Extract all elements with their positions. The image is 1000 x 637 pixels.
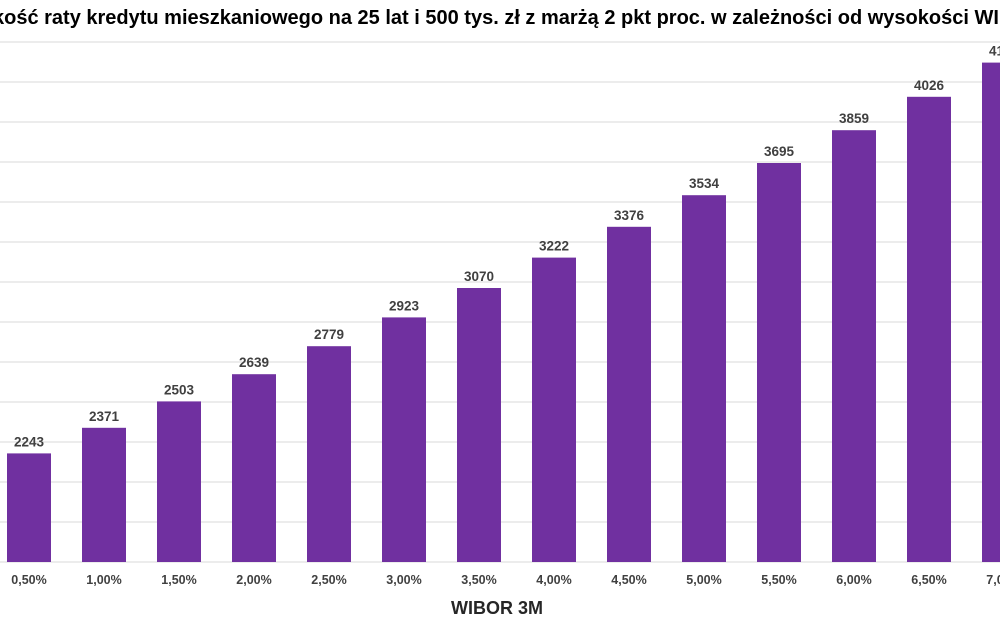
x-tick-label: 3,00% xyxy=(386,573,421,587)
data-label: 4197 xyxy=(989,44,1000,59)
bar xyxy=(232,374,276,562)
data-labels: 2243 2371 2503 2639 2779 2923 3070 3222 3376 3534… xyxy=(14,44,1000,450)
data-label: 2639 xyxy=(239,355,269,370)
bar xyxy=(7,453,51,562)
bar xyxy=(382,317,426,562)
data-label: 3376 xyxy=(614,208,645,223)
data-label: 3222 xyxy=(539,239,569,254)
x-tick-label: 1,50% xyxy=(161,573,196,587)
bar xyxy=(307,346,351,562)
bar xyxy=(682,195,726,562)
x-axis-label: WIBOR 3M xyxy=(451,598,543,618)
chart-title: Wysokość raty kredytu mieszkaniowego na … xyxy=(0,7,1000,29)
bar xyxy=(907,96,951,563)
x-tick-label: 5,00% xyxy=(686,573,721,587)
data-label: 3859 xyxy=(839,111,869,126)
data-label: 2371 xyxy=(89,409,120,424)
data-label: 2923 xyxy=(389,298,420,313)
x-tick-label: 2,50% xyxy=(311,573,346,587)
data-label: 3695 xyxy=(764,144,795,159)
data-label: 3534 xyxy=(689,176,720,191)
x-tick-label: 4,00% xyxy=(536,573,571,587)
x-tick-label: 2,00% xyxy=(236,573,271,587)
data-label: 2779 xyxy=(314,327,344,342)
bar xyxy=(532,257,576,562)
data-label: 4026 xyxy=(914,78,945,93)
data-label: 2503 xyxy=(164,382,195,397)
bar xyxy=(832,130,876,562)
bar xyxy=(982,62,1000,562)
x-tick-label: 4,50% xyxy=(611,573,646,587)
x-tick-label: 6,00% xyxy=(836,573,871,587)
bar xyxy=(457,288,501,562)
bars xyxy=(7,62,1000,563)
x-tick-label: 5,50% xyxy=(761,573,796,587)
x-tick-label: 1,00% xyxy=(86,573,121,587)
bar xyxy=(607,226,651,563)
data-label: 2243 xyxy=(14,434,45,449)
bar xyxy=(757,163,801,562)
bar xyxy=(157,401,201,562)
x-tick-label: 3,50% xyxy=(461,573,496,587)
data-label: 3070 xyxy=(464,269,494,284)
x-tick-labels: 0,50% 1,00% 1,50% 2,00% 2,50% 3,00% 3,50% 4,00%… xyxy=(11,573,1000,587)
x-tick-label: 6,50% xyxy=(911,573,946,587)
bar xyxy=(82,427,126,562)
x-tick-label: 7,00% xyxy=(986,573,1000,587)
x-tick-label: 0,50% xyxy=(11,573,46,587)
